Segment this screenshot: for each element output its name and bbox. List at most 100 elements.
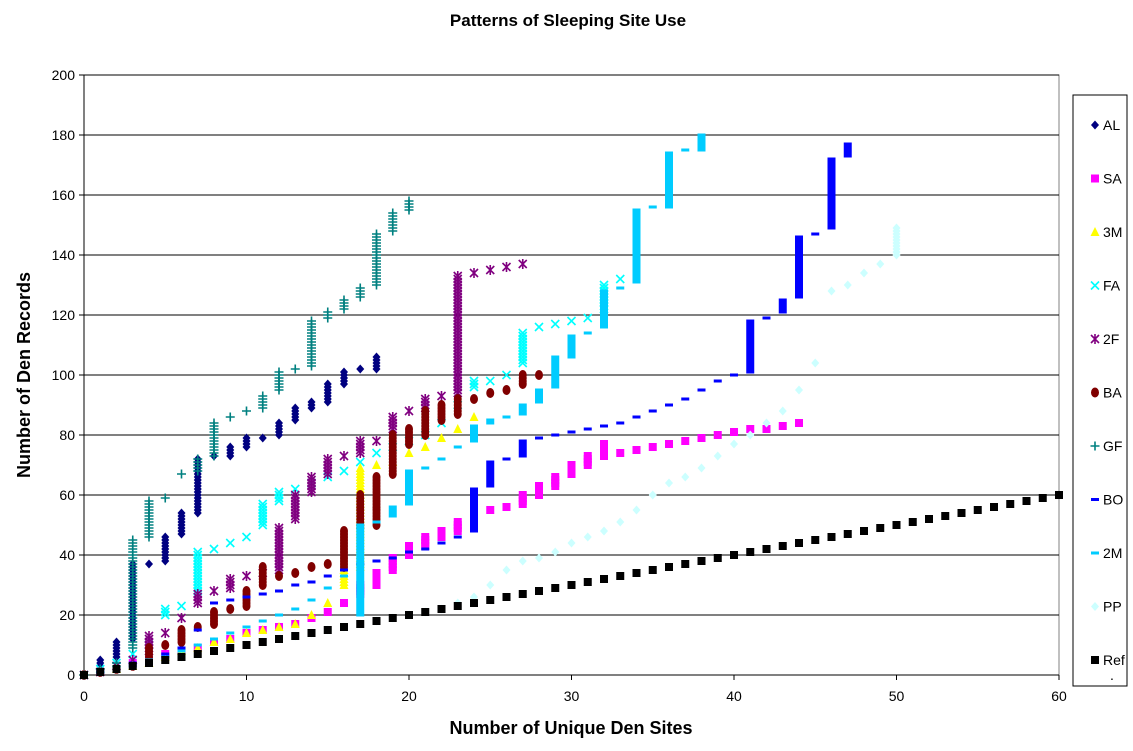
data-point: [356, 562, 365, 566]
data-point: [323, 574, 332, 578]
legend-item-sa: SA: [1091, 171, 1122, 187]
data-point: [827, 169, 836, 173]
data-point: [209, 418, 219, 428]
data-point: [827, 202, 836, 206]
data-point: [1055, 491, 1063, 499]
data-point: [746, 367, 755, 371]
data-point: [356, 568, 365, 572]
data-point: [843, 145, 852, 149]
data-point: [746, 349, 755, 353]
data-point: [600, 289, 608, 293]
data-point: [1038, 494, 1047, 502]
data-point: [567, 581, 576, 589]
data-point: [470, 508, 478, 512]
data-point: [600, 526, 608, 536]
data-point: [762, 425, 771, 433]
data-point: [795, 277, 803, 281]
data-point: [665, 181, 673, 185]
data-point: [795, 247, 803, 251]
data-point: [730, 551, 738, 559]
data-point: [762, 316, 771, 320]
data-point: [290, 619, 300, 628]
data-point: [405, 487, 413, 491]
data-point: [778, 406, 787, 416]
data-point: [795, 283, 803, 287]
data-point: [665, 193, 673, 197]
data-point: [665, 184, 673, 188]
data-point: [518, 590, 527, 598]
data-point: [746, 364, 755, 368]
data-point: [258, 638, 267, 646]
legend-label: Ref: [1103, 652, 1125, 668]
data-point: [892, 223, 901, 233]
data-point: [470, 490, 478, 494]
data-point: [843, 148, 852, 152]
data-point: [470, 529, 478, 533]
series-gf: [79, 196, 414, 680]
data-point: [795, 271, 803, 275]
data-point: [583, 532, 592, 542]
data-point: [226, 644, 235, 652]
data-point: [356, 601, 365, 605]
data-point: [372, 472, 381, 482]
data-point: [518, 409, 527, 413]
data-point: [681, 397, 690, 401]
data-point: [258, 499, 268, 509]
data-point: [697, 133, 706, 137]
data-point: [746, 425, 755, 433]
legend-marker: [1090, 334, 1100, 344]
data-point: [339, 451, 349, 461]
data-point: [795, 256, 803, 260]
data-point: [421, 608, 430, 616]
data-point: [177, 469, 186, 479]
data-point: [535, 587, 543, 595]
data-point: [275, 589, 283, 593]
data-point: [323, 559, 332, 569]
data-point: [356, 550, 365, 554]
data-point: [405, 481, 413, 485]
data-point: [469, 376, 479, 386]
data-point: [356, 592, 365, 596]
data-point: [665, 440, 673, 448]
data-point: [713, 554, 722, 562]
data-point: [420, 442, 430, 451]
data-point: [632, 415, 641, 419]
data-point: [274, 487, 284, 497]
data-point: [518, 451, 527, 455]
data-layer: [79, 133, 1063, 680]
x-tick-label: 50: [889, 688, 905, 704]
data-point: [535, 553, 543, 563]
data-point: [486, 421, 495, 425]
data-point: [356, 490, 365, 500]
data-point: [567, 430, 576, 434]
data-point: [258, 433, 267, 443]
data-point: [356, 574, 365, 578]
data-point: [470, 427, 478, 431]
data-point: [453, 271, 463, 281]
x-tick-label: 60: [1051, 688, 1067, 704]
data-point: [583, 578, 592, 586]
legend-item-pp: PP: [1091, 599, 1122, 615]
data-point: [827, 214, 836, 218]
data-point: [96, 668, 105, 676]
data-point: [697, 434, 706, 442]
data-point: [762, 545, 771, 553]
x-tick-label: 30: [564, 688, 580, 704]
data-point: [518, 259, 528, 269]
data-point: [486, 484, 495, 488]
data-point: [502, 415, 511, 419]
data-point: [470, 511, 478, 515]
data-point: [550, 319, 560, 329]
data-point: [778, 422, 787, 430]
data-point: [470, 493, 478, 497]
data-point: [405, 490, 413, 494]
data-point: [258, 625, 268, 634]
x-axis-title: Number of Unique Den Sites: [449, 718, 692, 738]
data-point: [551, 355, 560, 359]
data-point: [356, 553, 365, 557]
data-point: [502, 503, 511, 511]
legend-label: SA: [1103, 171, 1122, 187]
data-point: [827, 181, 836, 185]
data-point: [144, 631, 154, 641]
data-point: [258, 391, 268, 401]
